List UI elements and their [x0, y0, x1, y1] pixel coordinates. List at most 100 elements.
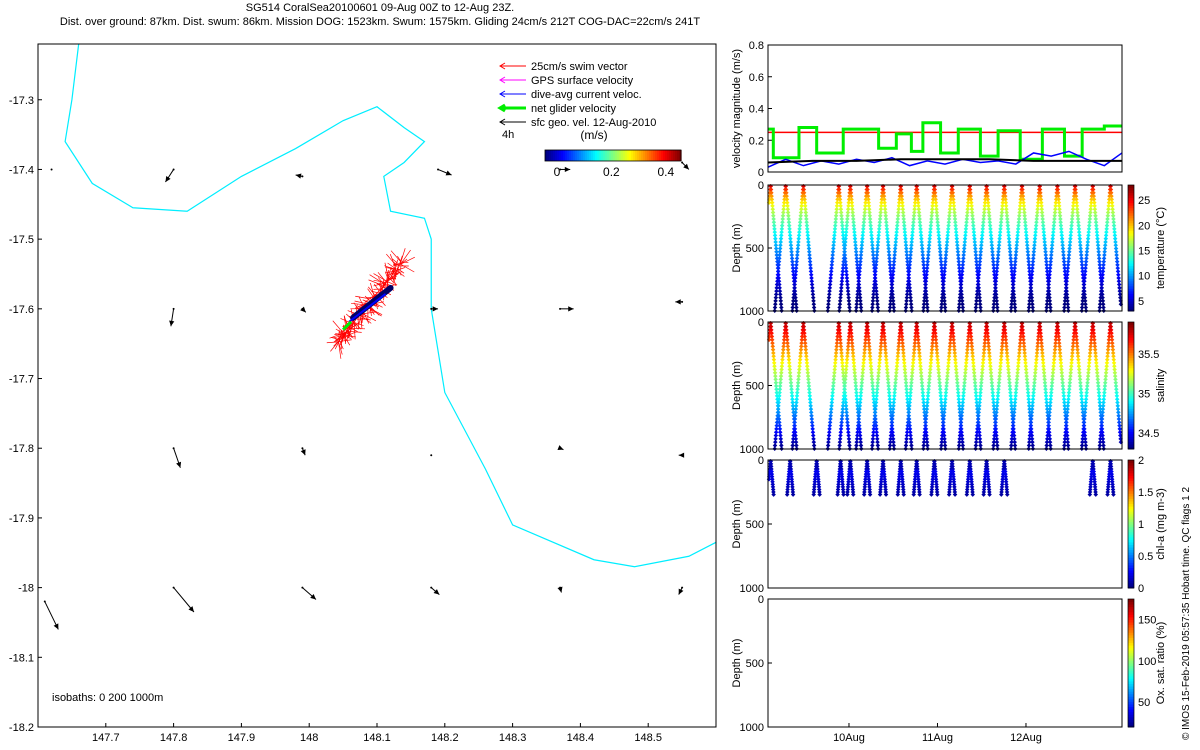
profile-point	[858, 256, 863, 261]
profile-point	[774, 285, 779, 291]
profile-point	[827, 282, 833, 287]
swim-vector	[386, 253, 399, 268]
y-tick-label: -17.3	[9, 95, 34, 107]
map-frame	[37, 43, 717, 728]
legend-label: dive-avg current veloc.	[531, 89, 642, 101]
profile-point	[925, 262, 930, 268]
profile-point	[870, 295, 876, 300]
colorbar-frame	[544, 149, 682, 162]
colorbar-tick-label: 5	[1138, 296, 1144, 308]
profile-point	[891, 305, 897, 310]
geo-vector-head	[53, 623, 59, 630]
profile-point	[908, 292, 913, 297]
geo-vector-head	[432, 306, 439, 312]
swim-vector	[330, 341, 339, 352]
swim-vector	[400, 256, 415, 265]
swim-vector	[386, 280, 397, 287]
colorbar-cell	[1128, 185, 1134, 189]
profile-point	[999, 492, 1004, 497]
y-tick-label: 0.2	[749, 135, 764, 147]
profile-point	[921, 269, 927, 274]
profile-point	[817, 492, 822, 497]
geo-vector-head	[678, 588, 684, 595]
swim-vector	[368, 279, 384, 286]
geo-vector-head	[300, 449, 306, 456]
colorbar-cell	[621, 150, 624, 161]
colorbar-cell	[581, 150, 584, 161]
y-tick-label: -17.9	[9, 513, 34, 525]
profile-point	[811, 298, 816, 304]
map-panel: 147.7 147.8 147.9 148 148.1 148.2 148.3 148.4 14…	[9, 43, 717, 744]
swim-vector	[386, 266, 392, 281]
profile-point	[808, 269, 814, 274]
y-axis-label: velocity magnitude (m/s)	[731, 49, 743, 168]
colorbar-cell	[577, 150, 580, 161]
swim-vector	[367, 288, 375, 298]
profile-point	[827, 288, 832, 294]
profile-point	[907, 262, 912, 268]
swim-vector	[335, 328, 345, 335]
profile-point	[874, 252, 880, 258]
colorbar-cell	[591, 150, 594, 161]
profile-point	[935, 492, 940, 497]
swim-vector	[374, 283, 380, 292]
profile-point	[854, 301, 859, 307]
profile-point	[908, 298, 914, 304]
profile-point	[871, 288, 877, 294]
y-tick-label: -17.7	[9, 374, 34, 386]
colorbar-cell	[657, 150, 660, 161]
profile-point	[871, 285, 877, 291]
profile-point	[777, 292, 783, 297]
profile-point	[855, 285, 861, 291]
profile-point	[845, 285, 851, 291]
profile-point	[793, 298, 799, 304]
profile-point	[829, 265, 834, 271]
profile-point	[873, 262, 879, 268]
colorbar-cell	[593, 150, 596, 161]
swim-vector	[353, 322, 364, 326]
profile-point	[809, 279, 815, 284]
geo-vector-head	[176, 461, 182, 468]
profile-point	[890, 298, 896, 304]
colorbar-cell	[569, 150, 572, 161]
y-tick-label: -17.6	[9, 304, 34, 316]
profile-point	[871, 259, 877, 264]
profile-point	[909, 305, 914, 310]
depth-panel-temperature: 0 500 1000 Depth (m) 5 10 15 20 25 temperature (°…	[731, 180, 1167, 318]
profile-point	[1087, 492, 1093, 497]
legend-label: GPS surface velocity	[531, 75, 634, 87]
geo-vector-head	[568, 306, 574, 312]
profile-point	[857, 265, 863, 271]
y-tick-label: -18	[18, 583, 34, 595]
geo-vector-head	[445, 170, 452, 176]
profile-point	[861, 492, 867, 497]
profile-point	[867, 492, 873, 497]
profile-point	[906, 275, 911, 281]
y-tick-label: 1000	[740, 306, 764, 318]
y-tick-label: 500	[746, 243, 764, 255]
swim-vector	[345, 331, 353, 338]
y-tick-label: 1000	[740, 722, 764, 734]
legend-arrowhead	[499, 118, 506, 126]
colorbar-cell	[663, 150, 666, 161]
profile-point	[875, 305, 881, 310]
profile-point	[771, 492, 776, 497]
swim-vector	[353, 322, 358, 330]
depth-frame	[767, 459, 1123, 589]
profile-point	[773, 292, 779, 297]
profile-point	[790, 305, 795, 310]
profile-points	[766, 321, 1124, 452]
profile-point	[854, 252, 859, 258]
profile-point	[828, 275, 833, 281]
colorbar-cell	[553, 150, 556, 161]
profile-point	[838, 292, 844, 297]
profile-point	[887, 256, 892, 261]
profile-point	[840, 272, 845, 277]
profile-point	[901, 492, 906, 497]
colorbar-cell	[617, 150, 620, 161]
colorbar-cell	[659, 150, 662, 161]
profile-point	[775, 279, 780, 284]
swim-vector	[353, 321, 362, 330]
profile-point	[778, 301, 784, 307]
swim-vector	[389, 277, 395, 284]
